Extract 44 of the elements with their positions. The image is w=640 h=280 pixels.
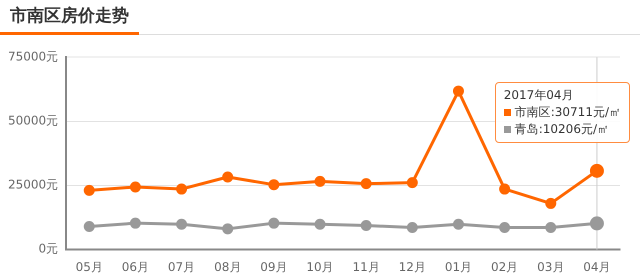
annotation: :30711元/㎡	[550, 105, 621, 119]
x-tick-label: 01月	[444, 260, 472, 274]
point	[545, 198, 556, 209]
y-tick-label: 75000元	[8, 49, 58, 64]
point	[176, 218, 188, 230]
point	[130, 182, 141, 193]
x-tick-label: 07月	[168, 260, 196, 274]
point	[84, 184, 95, 196]
point	[222, 172, 234, 182]
point	[545, 222, 556, 234]
legend-label: 市南区	[514, 105, 551, 119]
y-tick-label: 25000元	[8, 178, 58, 192]
x-tick-label: 03月	[537, 260, 564, 274]
y-tick-label: 0元	[38, 242, 58, 256]
chart-title: 市南区房价走势	[0, 0, 139, 35]
point	[130, 218, 141, 229]
point	[314, 218, 326, 230]
point	[406, 222, 418, 234]
x-tick-label: 12月	[398, 260, 426, 274]
x-tick-label: 06月	[122, 260, 150, 274]
y-tick-label: 50000元	[8, 113, 58, 128]
point	[268, 218, 280, 229]
point	[314, 176, 326, 187]
x-tick-label: 05月	[76, 260, 103, 274]
legend-label: 青岛	[514, 122, 539, 136]
annotation: :10206元/㎡	[538, 122, 609, 136]
x-tick-label: 09月	[260, 260, 288, 274]
annotation: 2017年04月	[504, 88, 574, 102]
point	[406, 177, 418, 188]
point	[452, 218, 464, 230]
point	[360, 220, 372, 231]
point	[360, 178, 372, 190]
point	[499, 222, 510, 234]
x-tick-label: 02月	[490, 260, 518, 274]
x-tick-label: 04月	[583, 260, 611, 274]
x-tick-label: 08月	[214, 260, 242, 274]
point	[499, 184, 510, 195]
point	[268, 179, 280, 190]
x-tick-label: 11月	[352, 260, 380, 274]
point	[176, 184, 188, 195]
point	[84, 221, 95, 232]
point	[222, 223, 234, 234]
x-tick-label: 10月	[306, 260, 334, 274]
point	[452, 86, 464, 97]
